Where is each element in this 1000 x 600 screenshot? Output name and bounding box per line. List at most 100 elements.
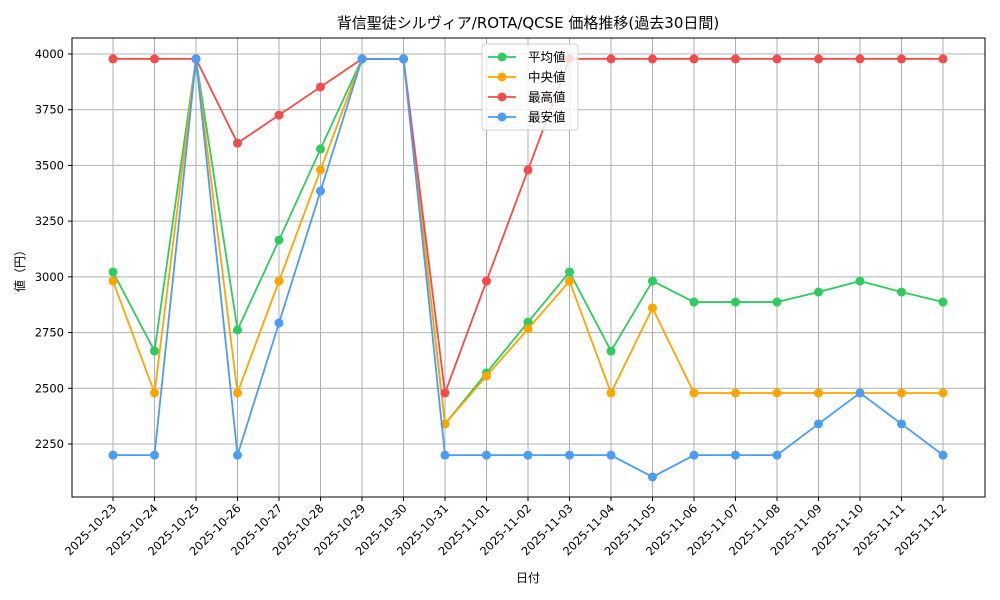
data-point [648,303,657,313]
data-point [108,450,118,460]
data-point [523,324,533,334]
data-point [772,450,782,460]
legend-item: 中央値 [488,70,566,85]
data-point [316,186,325,196]
legend-item: 平均値 [488,50,566,65]
data-point [233,325,242,335]
data-point [648,472,657,482]
legend-label: 最高値 [528,90,566,105]
data-point [523,165,533,175]
data-point [689,388,699,398]
data-point [814,388,823,398]
data-point [108,276,118,286]
data-point [648,276,657,286]
legend-marker-icon [497,92,507,102]
y-tick-label: 3000 [35,270,64,284]
data-point [274,110,284,120]
data-point [731,450,740,460]
data-point [150,346,159,356]
data-point [897,419,906,429]
data-point [772,388,782,398]
legend-label: 平均値 [528,50,566,65]
data-point [274,276,284,286]
data-point [440,450,450,460]
data-point [316,165,325,175]
data-point [150,54,159,64]
legend-box [481,43,579,131]
data-point [191,54,201,64]
data-point [606,346,616,356]
data-point [316,82,325,92]
data-point [938,297,948,307]
data-point [897,54,906,64]
data-point [772,297,782,307]
data-point [440,388,450,398]
data-point [150,450,159,460]
data-point [482,276,491,286]
legend-marker-icon [497,52,507,62]
data-point [150,388,159,398]
y-tick-label: 4000 [35,47,64,61]
series-2 [108,54,948,398]
data-point [855,54,865,64]
data-point [938,450,948,460]
legend-marker-icon [497,72,507,82]
data-point [897,287,906,297]
data-point [814,419,823,429]
y-tick-label: 3250 [35,214,64,228]
y-axis: 2250 2500 2750 3000 3250 3500 3750 4000 [35,47,72,451]
data-point [233,450,242,460]
data-point [274,235,284,245]
data-point [274,318,284,328]
data-point [897,388,906,398]
data-point [606,450,616,460]
data-point [565,276,574,286]
data-point [523,450,533,460]
data-point [731,297,740,307]
y-tick-label: 2500 [35,381,64,395]
data-point [606,54,616,64]
legend-item: 最安値 [488,110,566,125]
series-3 [108,54,948,482]
legend-marker-icon [497,112,507,122]
y-tick-label: 3750 [35,103,64,117]
data-point [606,388,616,398]
data-point [523,317,533,327]
data-point [855,276,865,286]
series-lines [108,54,948,482]
data-point [689,450,699,460]
x-axis: 2025-10-232025-10-242025-10-252025-10-26… [62,497,949,558]
y-tick-label: 3500 [35,158,64,172]
data-point [938,388,948,398]
data-point [565,267,574,277]
data-point [689,297,699,307]
data-point [565,450,574,460]
y-tick-label: 2750 [35,326,64,340]
data-point [814,54,823,64]
data-point [233,388,242,398]
data-point [731,388,740,398]
y-tick-label: 2250 [35,437,64,451]
data-point [855,388,865,398]
legend-label: 中央値 [528,70,566,85]
legend-item: 最高値 [488,90,566,105]
chart-title: 背信聖徒シルヴィア/ROTA/QCSE 価格推移(過去30日間) [337,14,719,32]
data-point [108,54,118,64]
data-point [357,54,367,64]
data-point [648,54,657,64]
data-point [814,287,823,297]
data-point [108,267,118,277]
x-axis-label: 日付 [516,571,540,585]
data-point [731,54,740,64]
data-point [482,450,491,460]
data-point [689,54,699,64]
y-axis-label: 値（円） [12,244,27,292]
data-point [938,54,948,64]
data-point [482,371,491,381]
data-point [399,54,408,64]
data-point [233,138,242,148]
data-point [772,54,782,64]
